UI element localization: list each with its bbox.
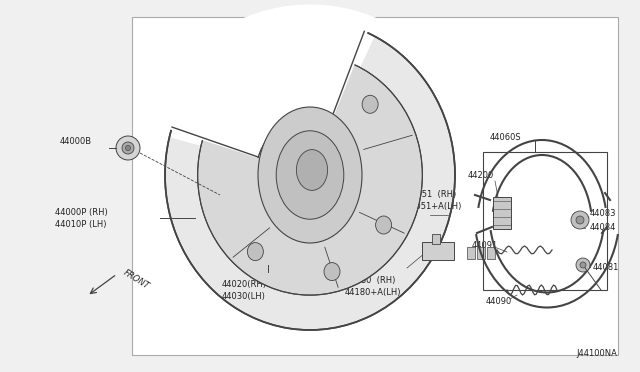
Circle shape <box>576 258 590 272</box>
Text: 44010P (LH): 44010P (LH) <box>55 219 106 228</box>
Circle shape <box>580 262 586 268</box>
Text: J44100NA: J44100NA <box>576 349 617 358</box>
Ellipse shape <box>362 95 378 113</box>
Text: 44083: 44083 <box>590 208 616 218</box>
Ellipse shape <box>376 216 392 234</box>
Text: 44051+A(LH): 44051+A(LH) <box>406 202 462 212</box>
Ellipse shape <box>165 20 455 330</box>
Ellipse shape <box>276 131 344 219</box>
Text: 44030(LH): 44030(LH) <box>222 292 266 301</box>
Text: 44020(RH): 44020(RH) <box>222 280 267 289</box>
Circle shape <box>125 145 131 151</box>
Wedge shape <box>156 12 371 175</box>
Text: 44060S: 44060S <box>490 134 522 142</box>
Bar <box>432 234 440 244</box>
Bar <box>422 242 454 260</box>
Text: 44081: 44081 <box>593 263 620 273</box>
Text: 44091: 44091 <box>472 241 499 250</box>
Text: 44090: 44090 <box>486 298 512 307</box>
Bar <box>132 17 618 355</box>
Circle shape <box>571 211 589 229</box>
Ellipse shape <box>258 107 362 243</box>
Circle shape <box>116 136 140 160</box>
Ellipse shape <box>324 263 340 280</box>
Ellipse shape <box>248 243 264 261</box>
Text: 44084: 44084 <box>590 224 616 232</box>
Text: 44000B: 44000B <box>60 138 92 147</box>
Circle shape <box>122 142 134 154</box>
Bar <box>493 197 511 229</box>
Circle shape <box>576 216 584 224</box>
Bar <box>467 247 475 259</box>
Text: 44180+A(LH): 44180+A(LH) <box>345 288 401 296</box>
Text: FRONT: FRONT <box>122 268 151 291</box>
Text: 44180  (RH): 44180 (RH) <box>345 276 396 285</box>
Ellipse shape <box>296 150 328 190</box>
Text: 44200: 44200 <box>468 170 494 180</box>
Ellipse shape <box>198 55 422 295</box>
Bar <box>477 247 485 259</box>
Bar <box>483 152 607 290</box>
Text: 44000P (RH): 44000P (RH) <box>55 208 108 217</box>
Wedge shape <box>145 4 382 175</box>
Text: 44051  (RH): 44051 (RH) <box>406 190 456 199</box>
Bar <box>487 247 495 259</box>
Ellipse shape <box>165 20 455 330</box>
Wedge shape <box>156 12 371 175</box>
